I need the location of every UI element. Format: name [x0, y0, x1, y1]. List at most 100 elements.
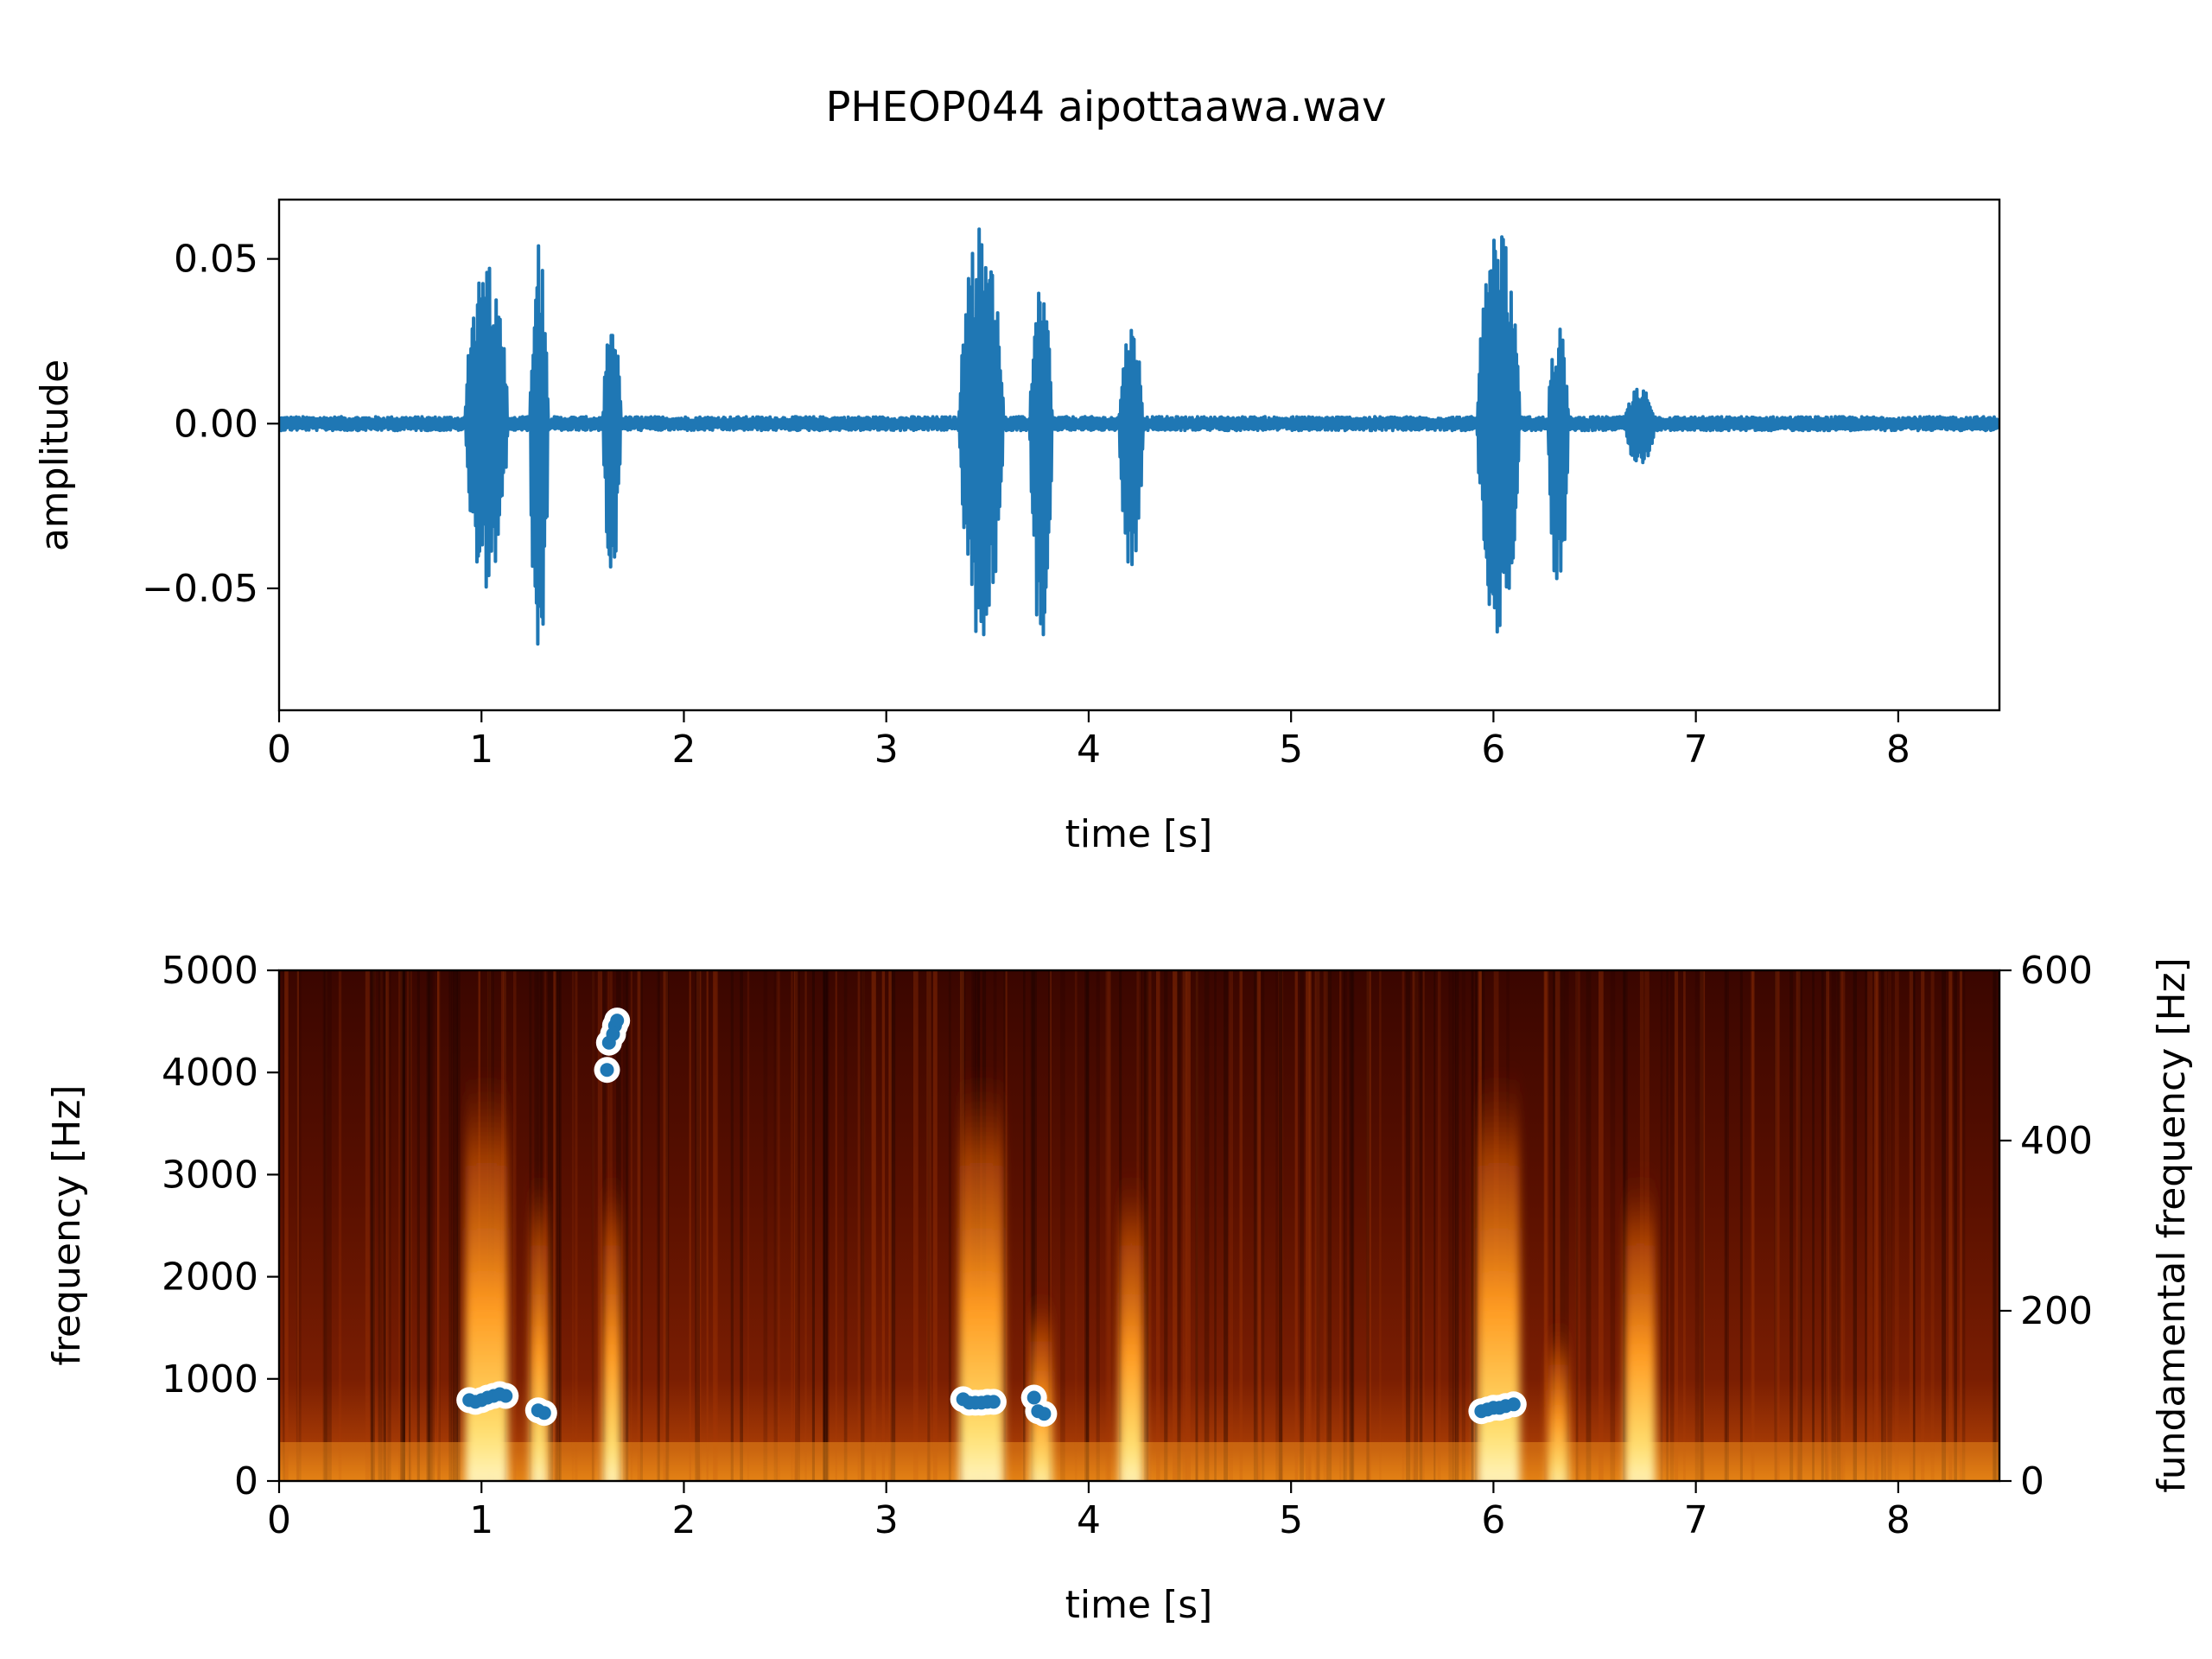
- spectrogram-texture-strip: [575, 970, 578, 1481]
- spectrogram-texture-strip: [387, 970, 391, 1481]
- waveform-panel: 0 1 2 3 4 5 6 7 8 0.05 0.00 −0.05 time [s] amplitu…: [33, 198, 2001, 856]
- spectrogram-texture-strip: [1700, 970, 1706, 1481]
- spectrogram-texture-strip: [1725, 970, 1729, 1481]
- spectrogram-xtick-label: 0: [267, 1498, 291, 1542]
- spectrogram-texture-strip: [1005, 970, 1007, 1481]
- spectrogram-texture-strip: [926, 970, 931, 1481]
- spectrogram-texture-strip: [1433, 970, 1436, 1481]
- spectrogram-texture-strip: [1182, 970, 1187, 1481]
- spectrogram-texture-strip: [322, 970, 327, 1481]
- spectrogram-texture-strip: [1774, 970, 1777, 1481]
- spectrogram-texture-strip: [456, 970, 461, 1481]
- spectrogram-texture-strip: [1724, 970, 1727, 1481]
- spectrogram-texture-strip: [773, 970, 778, 1481]
- spectrogram-texture-strip: [1229, 970, 1233, 1481]
- spectrogram-texture-strip: [1669, 970, 1675, 1481]
- spectrogram-y2tick-label: 0: [2020, 1459, 2044, 1503]
- spectrogram-texture-strip: [1278, 970, 1284, 1481]
- spectrogram-texture-strip: [1831, 970, 1836, 1481]
- waveform-xtick-label: 4: [1077, 728, 1101, 772]
- spectrogram-texture-strip: [338, 970, 342, 1481]
- spectrogram-texture-strip: [626, 970, 629, 1481]
- waveform-xtick-label: 3: [874, 728, 899, 772]
- spectrogram-xtick-label: 2: [671, 1498, 696, 1542]
- spectrogram-texture-strip: [1913, 970, 1916, 1481]
- spectrogram-texture-strip: [1239, 970, 1243, 1481]
- spectrogram-x-label: time [s]: [1065, 1583, 1213, 1627]
- spectrogram-x-ticks: 0 1 2 3 4 5 6 7 8: [267, 1481, 1910, 1542]
- spectrogram-texture-strip: [630, 970, 632, 1481]
- f0-point: [499, 1389, 513, 1403]
- spectrogram-texture-strip: [1948, 970, 1953, 1481]
- spectrogram-texture-strip: [1796, 970, 1801, 1481]
- spectrogram-texture-strip: [695, 970, 700, 1481]
- f0-point: [600, 1063, 614, 1077]
- spectrogram-texture-strip: [663, 970, 668, 1481]
- spectrogram-texture-strip: [871, 970, 876, 1481]
- spectrogram-texture-strip: [1882, 970, 1886, 1481]
- spectrogram-texture-strip: [823, 970, 828, 1481]
- spectrogram-texture-strip: [555, 970, 558, 1481]
- spectrogram-texture-strip: [637, 970, 641, 1481]
- spectrogram-texture-strip: [696, 970, 702, 1481]
- waveform-xtick-label: 0: [267, 728, 291, 772]
- f0-point: [1027, 1390, 1041, 1405]
- spectrogram-texture-strip: [365, 970, 370, 1481]
- spectrogram-texture-strip: [1840, 970, 1844, 1481]
- spectrogram-texture-strip: [1471, 970, 1473, 1481]
- spectrogram-texture-strip: [1300, 970, 1304, 1481]
- spectrogram-texture-strip: [1700, 970, 1704, 1481]
- spectrogram-texture-strip: [804, 970, 807, 1481]
- spectrogram-texture-strip: [401, 970, 405, 1481]
- spectrogram-texture-strip: [1867, 970, 1873, 1481]
- spectrogram-texture-strip: [1049, 970, 1052, 1481]
- spectrogram-texture-strip: [1343, 970, 1345, 1481]
- f0-point: [610, 1014, 625, 1028]
- spectrogram-texture-strip: [1921, 970, 1925, 1481]
- spectrogram-texture-strip: [658, 970, 660, 1481]
- spectrogram-texture-strip: [1448, 970, 1454, 1481]
- waveform-y-ticks: 0.05 0.00 −0.05: [142, 238, 279, 611]
- spectrogram-texture-strip: [657, 970, 659, 1481]
- f0-point: [1506, 1397, 1521, 1412]
- spectrogram-texture-strip: [1402, 970, 1405, 1481]
- spectrogram-texture-strip: [1415, 970, 1419, 1481]
- spectrogram-texture-strip: [1146, 970, 1152, 1481]
- waveform-xtick-label: 5: [1279, 728, 1303, 772]
- spectrogram-texture-strip: [1032, 970, 1037, 1481]
- spectrogram-texture-strip: [1461, 970, 1465, 1481]
- spectrogram-texture-strip: [400, 970, 405, 1481]
- spectrogram-texture-strip: [1279, 970, 1283, 1481]
- spectrogram-texture-strip: [1912, 970, 1916, 1481]
- spectrogram-texture-strip: [1750, 970, 1753, 1481]
- spectrogram-texture-strip: [1564, 970, 1569, 1481]
- spectrogram-texture-strip: [861, 970, 865, 1481]
- spectrogram-texture-strip: [1316, 970, 1320, 1481]
- spectrogram-texture-strip: [437, 970, 440, 1481]
- spectrogram-texture-strip: [1610, 970, 1616, 1481]
- spectrogram-texture-strip: [1884, 970, 1887, 1481]
- spectrogram-texture-strip: [713, 970, 719, 1481]
- waveform-xtick-label: 6: [1481, 728, 1505, 772]
- spectrogram-texture-strip: [1954, 970, 1957, 1481]
- spectrogram-texture-strip: [826, 970, 830, 1481]
- spectrogram-texture-strip: [1253, 970, 1259, 1481]
- spectrogram-texture-strip: [1452, 970, 1456, 1481]
- spectrogram-texture-strip: [547, 970, 553, 1481]
- spectrogram-texture-strip: [372, 970, 376, 1481]
- spectrogram-texture-strip: [1412, 970, 1416, 1481]
- spectrogram-texture-strip: [1553, 970, 1555, 1481]
- spectrogram-texture-strip: [1875, 970, 1879, 1481]
- spectrogram-texture-strip: [1739, 970, 1743, 1481]
- spectrogram-texture-strip: [385, 970, 390, 1481]
- waveform-xtick-label: 8: [1886, 728, 1910, 772]
- spectrogram-texture-strip: [763, 970, 768, 1481]
- spectrogram-texture-strip: [795, 970, 800, 1481]
- spectrogram-ytick-label: 3000: [162, 1153, 258, 1197]
- spectrogram-texture-strip: [557, 970, 561, 1481]
- spectrogram-texture-strip: [1164, 970, 1168, 1481]
- spectrogram-texture-strip: [932, 970, 938, 1481]
- spectrogram-texture-strip: [1993, 970, 1997, 1481]
- spectrogram-texture-strip: [1824, 970, 1828, 1481]
- spectrogram-texture-strip: [597, 970, 602, 1481]
